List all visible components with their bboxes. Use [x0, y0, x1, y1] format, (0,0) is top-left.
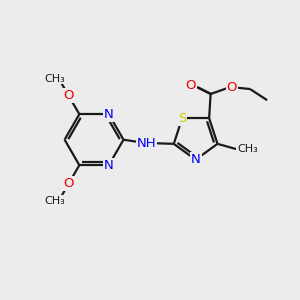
Text: CH₃: CH₃	[237, 144, 258, 154]
Text: S: S	[178, 112, 186, 125]
Text: CH₃: CH₃	[45, 196, 66, 206]
Text: O: O	[64, 89, 74, 102]
Text: O: O	[64, 177, 74, 190]
Text: N: N	[191, 153, 200, 166]
Text: NH: NH	[137, 137, 156, 150]
Text: N: N	[104, 159, 114, 172]
Text: O: O	[226, 81, 237, 94]
Text: O: O	[185, 79, 196, 92]
Text: N: N	[104, 108, 114, 121]
Text: CH₃: CH₃	[45, 74, 66, 84]
